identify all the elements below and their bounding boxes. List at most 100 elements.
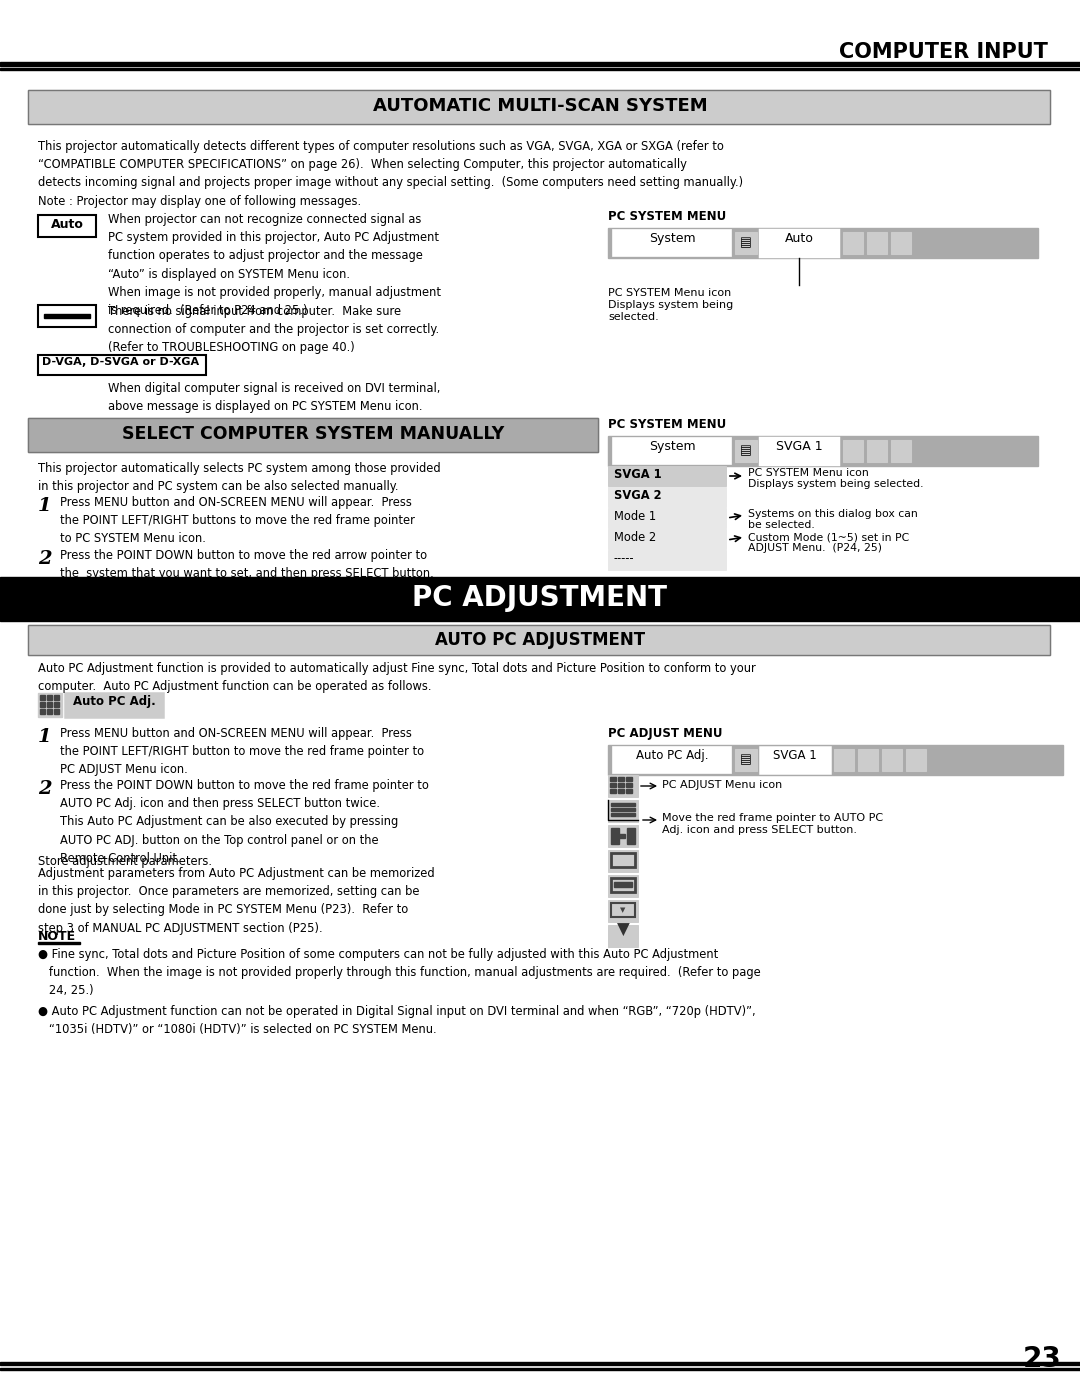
Bar [906, 749, 926, 771]
Bar [626, 777, 632, 781]
Bar [735, 749, 757, 771]
Bar [760, 747, 831, 773]
Text: 1: 1 [38, 497, 52, 515]
Text: PC SYSTEM Menu icon: PC SYSTEM Menu icon [608, 288, 731, 298]
Bar [54, 710, 59, 714]
Bar [608, 826, 638, 847]
Bar [28, 418, 598, 453]
Bar [617, 834, 625, 838]
Text: AUTOMATIC MULTI-SCAN SYSTEM: AUTOMATIC MULTI-SCAN SYSTEM [373, 96, 707, 115]
Bar [608, 509, 726, 528]
Bar [608, 529, 726, 549]
Bar [608, 849, 638, 872]
Text: SVGA 2: SVGA 2 [615, 489, 662, 502]
Text: Auto PC Adjustment function is provided to automatically adjust Fine sync, Total: Auto PC Adjustment function is provided … [38, 662, 756, 693]
Bar [858, 749, 878, 771]
Bar [867, 232, 887, 254]
Text: Press the POINT DOWN button to move the red frame pointer to
AUTO PC Adj. icon a: Press the POINT DOWN button to move the … [60, 780, 429, 865]
Text: Systems on this dialog box can: Systems on this dialog box can [748, 509, 918, 520]
Bar [44, 314, 90, 319]
Text: PC ADJUST Menu icon: PC ADJUST Menu icon [662, 780, 782, 789]
Bar [882, 749, 902, 771]
Text: System: System [649, 232, 696, 244]
Text: D-VGA, D-SVGA or D-XGA: D-VGA, D-SVGA or D-XGA [42, 358, 199, 367]
Bar [610, 789, 616, 793]
Text: This projector automatically detects different types of computer resolutions suc: This projector automatically detects dif… [38, 140, 743, 189]
Text: There is no signal input from computer.  Make sure
connection of computer and th: There is no signal input from computer. … [108, 305, 440, 355]
Text: PC SYSTEM MENU: PC SYSTEM MENU [608, 210, 726, 224]
Bar [608, 800, 638, 821]
Text: 2: 2 [38, 550, 52, 569]
Bar [613, 747, 731, 773]
Bar [891, 440, 912, 462]
Text: ▼: ▼ [620, 907, 625, 914]
Text: Displays system being selected.: Displays system being selected. [748, 479, 923, 489]
Bar [608, 775, 638, 798]
Text: ● Fine sync, Total dots and Picture Position of some computers can not be fully : ● Fine sync, Total dots and Picture Posi… [38, 949, 760, 997]
Bar [608, 488, 726, 507]
Bar [28, 624, 1050, 655]
Bar [611, 803, 635, 806]
Bar [611, 813, 635, 816]
Bar [735, 232, 757, 254]
Bar [608, 925, 638, 947]
Bar [843, 232, 863, 254]
Text: PC SYSTEM MENU: PC SYSTEM MENU [608, 418, 726, 432]
Bar [48, 703, 52, 707]
Bar [40, 703, 45, 707]
Bar [867, 440, 887, 462]
Text: 23: 23 [1023, 1345, 1062, 1373]
Text: Note : Projector may display one of following messages.: Note : Projector may display one of foll… [38, 196, 361, 208]
Bar [48, 710, 52, 714]
Text: SELECT COMPUTER SYSTEM MANUALLY: SELECT COMPUTER SYSTEM MANUALLY [122, 425, 504, 443]
Bar [626, 782, 632, 787]
Bar [615, 882, 632, 887]
Text: selected.: selected. [608, 312, 659, 321]
Bar [38, 355, 206, 374]
Text: 2: 2 [38, 780, 52, 798]
Bar [40, 710, 45, 714]
Bar [834, 749, 854, 771]
Bar [843, 440, 863, 462]
Text: Press the POINT DOWN button to move the red arrow pointer to
the  system that yo: Press the POINT DOWN button to move the … [60, 549, 434, 580]
Bar [38, 305, 96, 327]
Text: Adj. icon and press SELECT button.: Adj. icon and press SELECT button. [662, 826, 858, 835]
Bar [0, 1368, 1080, 1370]
Bar [613, 439, 731, 464]
Text: PC SYSTEM Menu icon: PC SYSTEM Menu icon [748, 468, 868, 478]
Bar [735, 440, 757, 462]
Text: Move the red frame pointer to AUTO PC: Move the red frame pointer to AUTO PC [662, 813, 883, 823]
Text: ▤: ▤ [740, 236, 752, 250]
Text: ADJUST Menu.  (P24, 25): ADJUST Menu. (P24, 25) [748, 543, 882, 553]
Text: SVGA 1: SVGA 1 [775, 440, 822, 453]
Text: COMPUTER INPUT: COMPUTER INPUT [839, 42, 1048, 61]
Text: Auto: Auto [51, 218, 83, 231]
Bar [760, 231, 838, 256]
Text: This projector automatically selects PC system among those provided
in this proj: This projector automatically selects PC … [38, 462, 441, 493]
Text: SVGA 1: SVGA 1 [615, 468, 662, 481]
Bar [28, 89, 1050, 124]
Bar [608, 436, 1038, 467]
Bar [608, 875, 638, 897]
Text: Auto PC Adj.: Auto PC Adj. [636, 749, 708, 761]
Bar [610, 782, 616, 787]
Bar [54, 694, 59, 700]
Bar [611, 877, 635, 893]
Bar [627, 828, 635, 844]
Bar [608, 745, 1063, 775]
Text: Adjustment parameters from Auto PC Adjustment can be memorized
in this projector: Adjustment parameters from Auto PC Adjus… [38, 868, 434, 935]
Text: Custom Mode (1~5) set in PC: Custom Mode (1~5) set in PC [748, 532, 909, 542]
Bar [0, 68, 1080, 70]
Bar [40, 694, 45, 700]
Bar [891, 232, 912, 254]
Bar [28, 418, 598, 453]
Text: AUTO PC ADJUSTMENT: AUTO PC ADJUSTMENT [435, 631, 645, 650]
Bar [0, 61, 1080, 66]
Text: ▤: ▤ [740, 444, 752, 457]
Text: SVGA 1: SVGA 1 [773, 749, 816, 761]
Text: When digital computer signal is received on DVI terminal,
above message is displ: When digital computer signal is received… [108, 381, 441, 414]
Bar [613, 231, 731, 256]
Bar [608, 900, 638, 922]
Bar [38, 693, 62, 717]
Text: ● Auto PC Adjustment function can not be operated in Digital Signal input on DVI: ● Auto PC Adjustment function can not be… [38, 1004, 756, 1037]
